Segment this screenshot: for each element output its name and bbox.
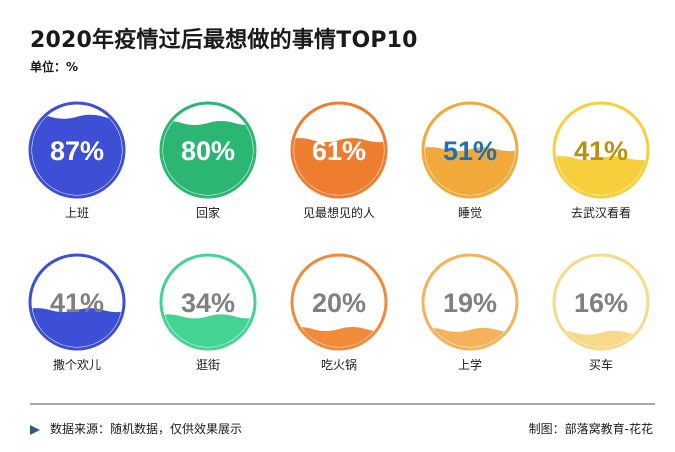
unit-label: 单位：% [30, 60, 79, 74]
circle-outline [421, 253, 519, 351]
category-label: 睡觉 [458, 206, 482, 220]
liquid-circle-1: 87% 上班 [28, 101, 126, 220]
liquid-fill [556, 330, 646, 347]
category-label: 买车 [589, 357, 613, 372]
value-label: 87% [50, 136, 104, 166]
category-label: 撒个欢儿 [53, 357, 101, 372]
circle-outline [159, 101, 257, 199]
category-label: 上班 [65, 206, 89, 220]
circle-outline [552, 101, 650, 199]
value-label: 20% [312, 288, 366, 318]
value-label: 19% [443, 288, 497, 318]
liquid-fill [32, 114, 122, 195]
liquid-fill [294, 327, 384, 347]
footer-divider [30, 403, 655, 405]
liquid-circle-7: 34% 逛街 [159, 253, 257, 372]
triangle-bullet-icon [30, 424, 40, 435]
circle-outline [28, 101, 126, 199]
liquid-fill [163, 121, 253, 195]
liquid-circle-8: 20% 吃火锅 [290, 253, 388, 372]
value-label: 41% [50, 288, 104, 318]
liquid-circle-3: 61% 见最想见的人 [290, 101, 388, 220]
value-label: 61% [312, 136, 366, 166]
category-label: 回家 [196, 205, 220, 220]
source-note: 数据来源：随机数据，仅供效果展示 [30, 420, 242, 437]
liquid-fill [425, 327, 515, 347]
liquid-circle-2: 80% 回家 [159, 101, 257, 220]
value-label: 34% [181, 288, 235, 318]
category-label: 逛街 [196, 358, 220, 372]
category-label: 见最想见的人 [303, 205, 375, 220]
value-label: 41% [574, 136, 628, 166]
liquid-circle-5: 41% 去武汉看看 [552, 101, 650, 220]
source-text: 数据来源：随机数据，仅供效果展示 [50, 422, 243, 436]
circle-outline [290, 101, 388, 199]
category-label: 上学 [458, 357, 482, 372]
value-label: 80% [181, 136, 235, 166]
chart-title: 2020年疫情过后最想做的事情TOP10 [30, 28, 418, 53]
value-label: 51% [443, 136, 497, 166]
category-label: 吃火锅 [321, 357, 357, 372]
liquid-circle-10: 16% 买车 [552, 253, 650, 372]
credit-note: 制图：部落窝教育-花花 [528, 422, 653, 436]
circle-outline [552, 253, 650, 351]
circle-outline [290, 253, 388, 351]
value-label: 16% [574, 288, 628, 318]
liquid-circle-6: 41% 撒个欢儿 [28, 253, 126, 372]
circle-outline [159, 253, 257, 351]
liquid-circle-9: 19% 上学 [421, 253, 519, 372]
circle-outline [421, 101, 519, 199]
liquid-circle-4: 51% 睡觉 [421, 101, 519, 220]
category-label: 去武汉看看 [571, 206, 631, 220]
circle-outline [28, 253, 126, 351]
